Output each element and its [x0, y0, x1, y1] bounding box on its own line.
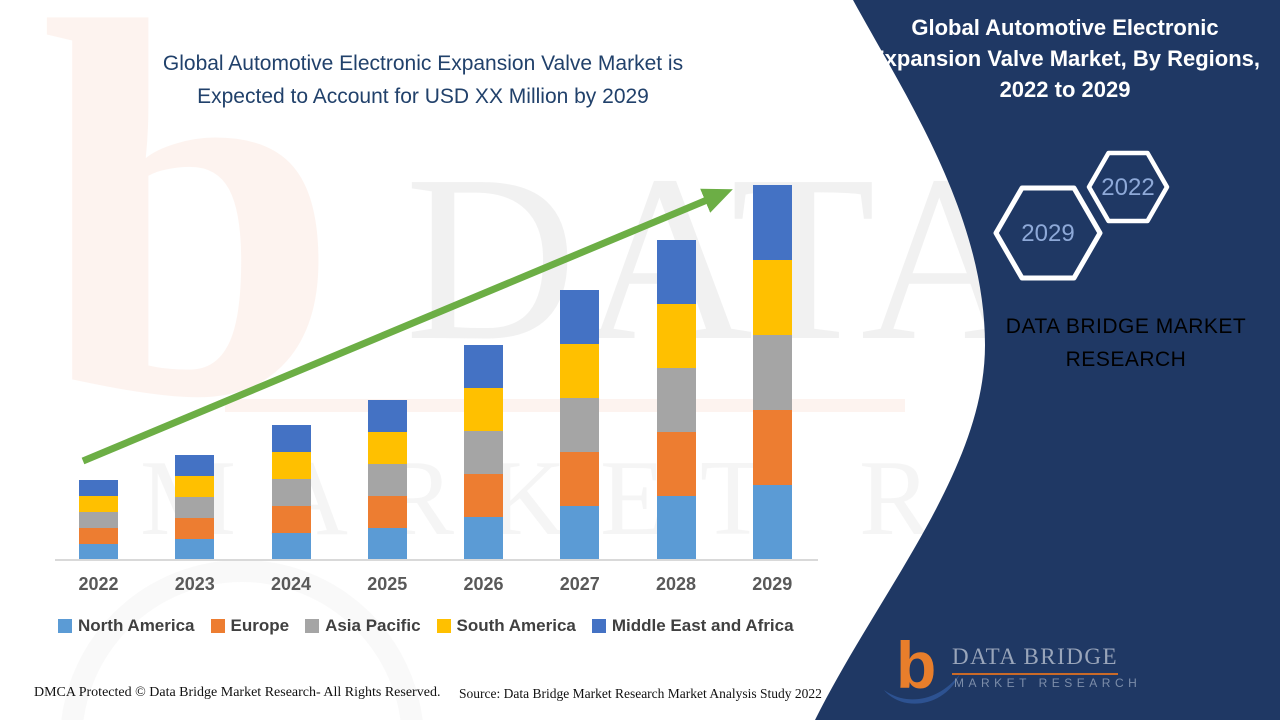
- bar-segment-2024-europe: [271, 506, 311, 533]
- bar-segment-2025-asia-pacific: [367, 464, 407, 496]
- x-axis-label-2029: 2029: [752, 574, 793, 594]
- hexagon-2022-label: 2022: [1101, 174, 1154, 201]
- bar-segment-2029-south-america: [752, 260, 792, 335]
- x-axis-label-2024: 2024: [270, 574, 312, 594]
- hexagon-2029-label: 2029: [1021, 220, 1074, 247]
- dmca-notice: DMCA Protected © Data Bridge Market Rese…: [34, 685, 441, 700]
- bar-segment-2022-europe: [79, 528, 118, 544]
- dbmr-logo-b-glyph: b: [896, 628, 936, 702]
- side-panel-title-line2: Expansion Valve Market, By Regions,: [869, 46, 1261, 71]
- bar-segment-2025-north-america: [367, 528, 407, 560]
- bar-segment-2022-north-america: [79, 544, 118, 560]
- x-axis-label-2028: 2028: [655, 574, 697, 594]
- bar-segment-2023-europe: [175, 518, 215, 539]
- bar-segment-2022-south-america: [79, 496, 118, 512]
- bar-segment-2023-south-america: [175, 476, 215, 497]
- brand-wordmark-line1: DATA BRIDGE MARKET: [1005, 315, 1247, 338]
- chart-title-line2: Expected to Account for USD XX Million b…: [197, 85, 649, 108]
- legend-swatch-icon: [591, 619, 606, 633]
- legend-swatch-icon: [436, 619, 451, 633]
- legend-label: North America: [78, 616, 195, 635]
- bar-segment-2026-north-america: [464, 517, 503, 560]
- legend-item-middle-east-and-africa: Middle East and Africa: [591, 616, 794, 636]
- legend-item-north-america: North America: [58, 616, 195, 636]
- bar-segment-2029-middle-east-and-africa: [752, 185, 792, 260]
- x-axis-label-2025: 2025: [367, 574, 408, 594]
- legend-swatch-icon: [210, 619, 225, 633]
- brand-wordmark: DATA BRIDGE MARKET RESEARCH: [985, 310, 1267, 376]
- dbmr-logo-title: DATA BRIDGE: [952, 644, 1119, 675]
- bar-segment-2026-europe: [464, 474, 503, 517]
- legend-label: South America: [456, 616, 576, 635]
- dbmr-logo: b DATA BRIDGE MARKET RESEARCH: [880, 628, 1210, 712]
- side-panel-title: Global Automotive Electronic Expansion V…: [856, 12, 1274, 105]
- bar-segment-2023-north-america: [175, 539, 215, 560]
- dbmr-logo-b-icon: b: [884, 628, 960, 704]
- legend-swatch-icon: [58, 619, 72, 633]
- x-axis-label-2022: 2022: [78, 574, 119, 594]
- legend-label: Middle East and Africa: [611, 616, 794, 635]
- x-axis-label-2027: 2027: [559, 574, 600, 594]
- legend-item-south-america: South America: [436, 616, 576, 636]
- hexagon-2029: [993, 185, 1103, 281]
- x-axis-line: [55, 559, 818, 561]
- legend-label: Europe: [230, 616, 290, 635]
- bar-segment-2025-europe: [367, 496, 407, 528]
- bar-segment-2029-europe: [752, 410, 792, 485]
- bar-segment-2024-north-america: [271, 533, 311, 560]
- hexagon-2022: [1086, 150, 1170, 224]
- legend-item-europe: Europe: [210, 616, 290, 636]
- bar-segment-2023-asia-pacific: [175, 497, 215, 518]
- side-panel-title-line3: 2022 to 2029: [999, 77, 1131, 102]
- legend-item-asia-pacific: Asia Pacific: [305, 616, 421, 636]
- chart-title: Global Automotive Electronic Expansion V…: [60, 47, 786, 113]
- x-axis-label-2026: 2026: [463, 574, 504, 594]
- x-axis-label-2023: 2023: [174, 574, 215, 594]
- bar-segment-2027-north-america: [560, 506, 600, 560]
- bar-segment-2024-asia-pacific: [271, 479, 311, 506]
- source-note: Source: Data Bridge Market Research Mark…: [459, 686, 822, 701]
- bar-segment-2029-north-america: [752, 485, 792, 560]
- bar-segment-2022-asia-pacific: [79, 512, 118, 528]
- chart-legend: North America Europe Asia Pacific South Ame…: [58, 616, 794, 636]
- side-panel-title-line1: Global Automotive Electronic: [911, 15, 1219, 40]
- bar-segment-2029-asia-pacific: [752, 335, 792, 410]
- legend-label: Asia Pacific: [325, 616, 421, 635]
- bar-segment-2022-middle-east-and-africa: [79, 480, 118, 496]
- dbmr-logo-subtitle: MARKET RESEARCH: [954, 676, 1142, 690]
- dbmr-logo-swoosh: [884, 674, 960, 704]
- chart-title-line1: Global Automotive Electronic Expansion V…: [162, 52, 684, 75]
- legend-swatch-icon: [305, 619, 320, 633]
- bar-segment-2028-north-america: [656, 496, 696, 560]
- brand-wordmark-line2: RESEARCH: [1065, 348, 1187, 371]
